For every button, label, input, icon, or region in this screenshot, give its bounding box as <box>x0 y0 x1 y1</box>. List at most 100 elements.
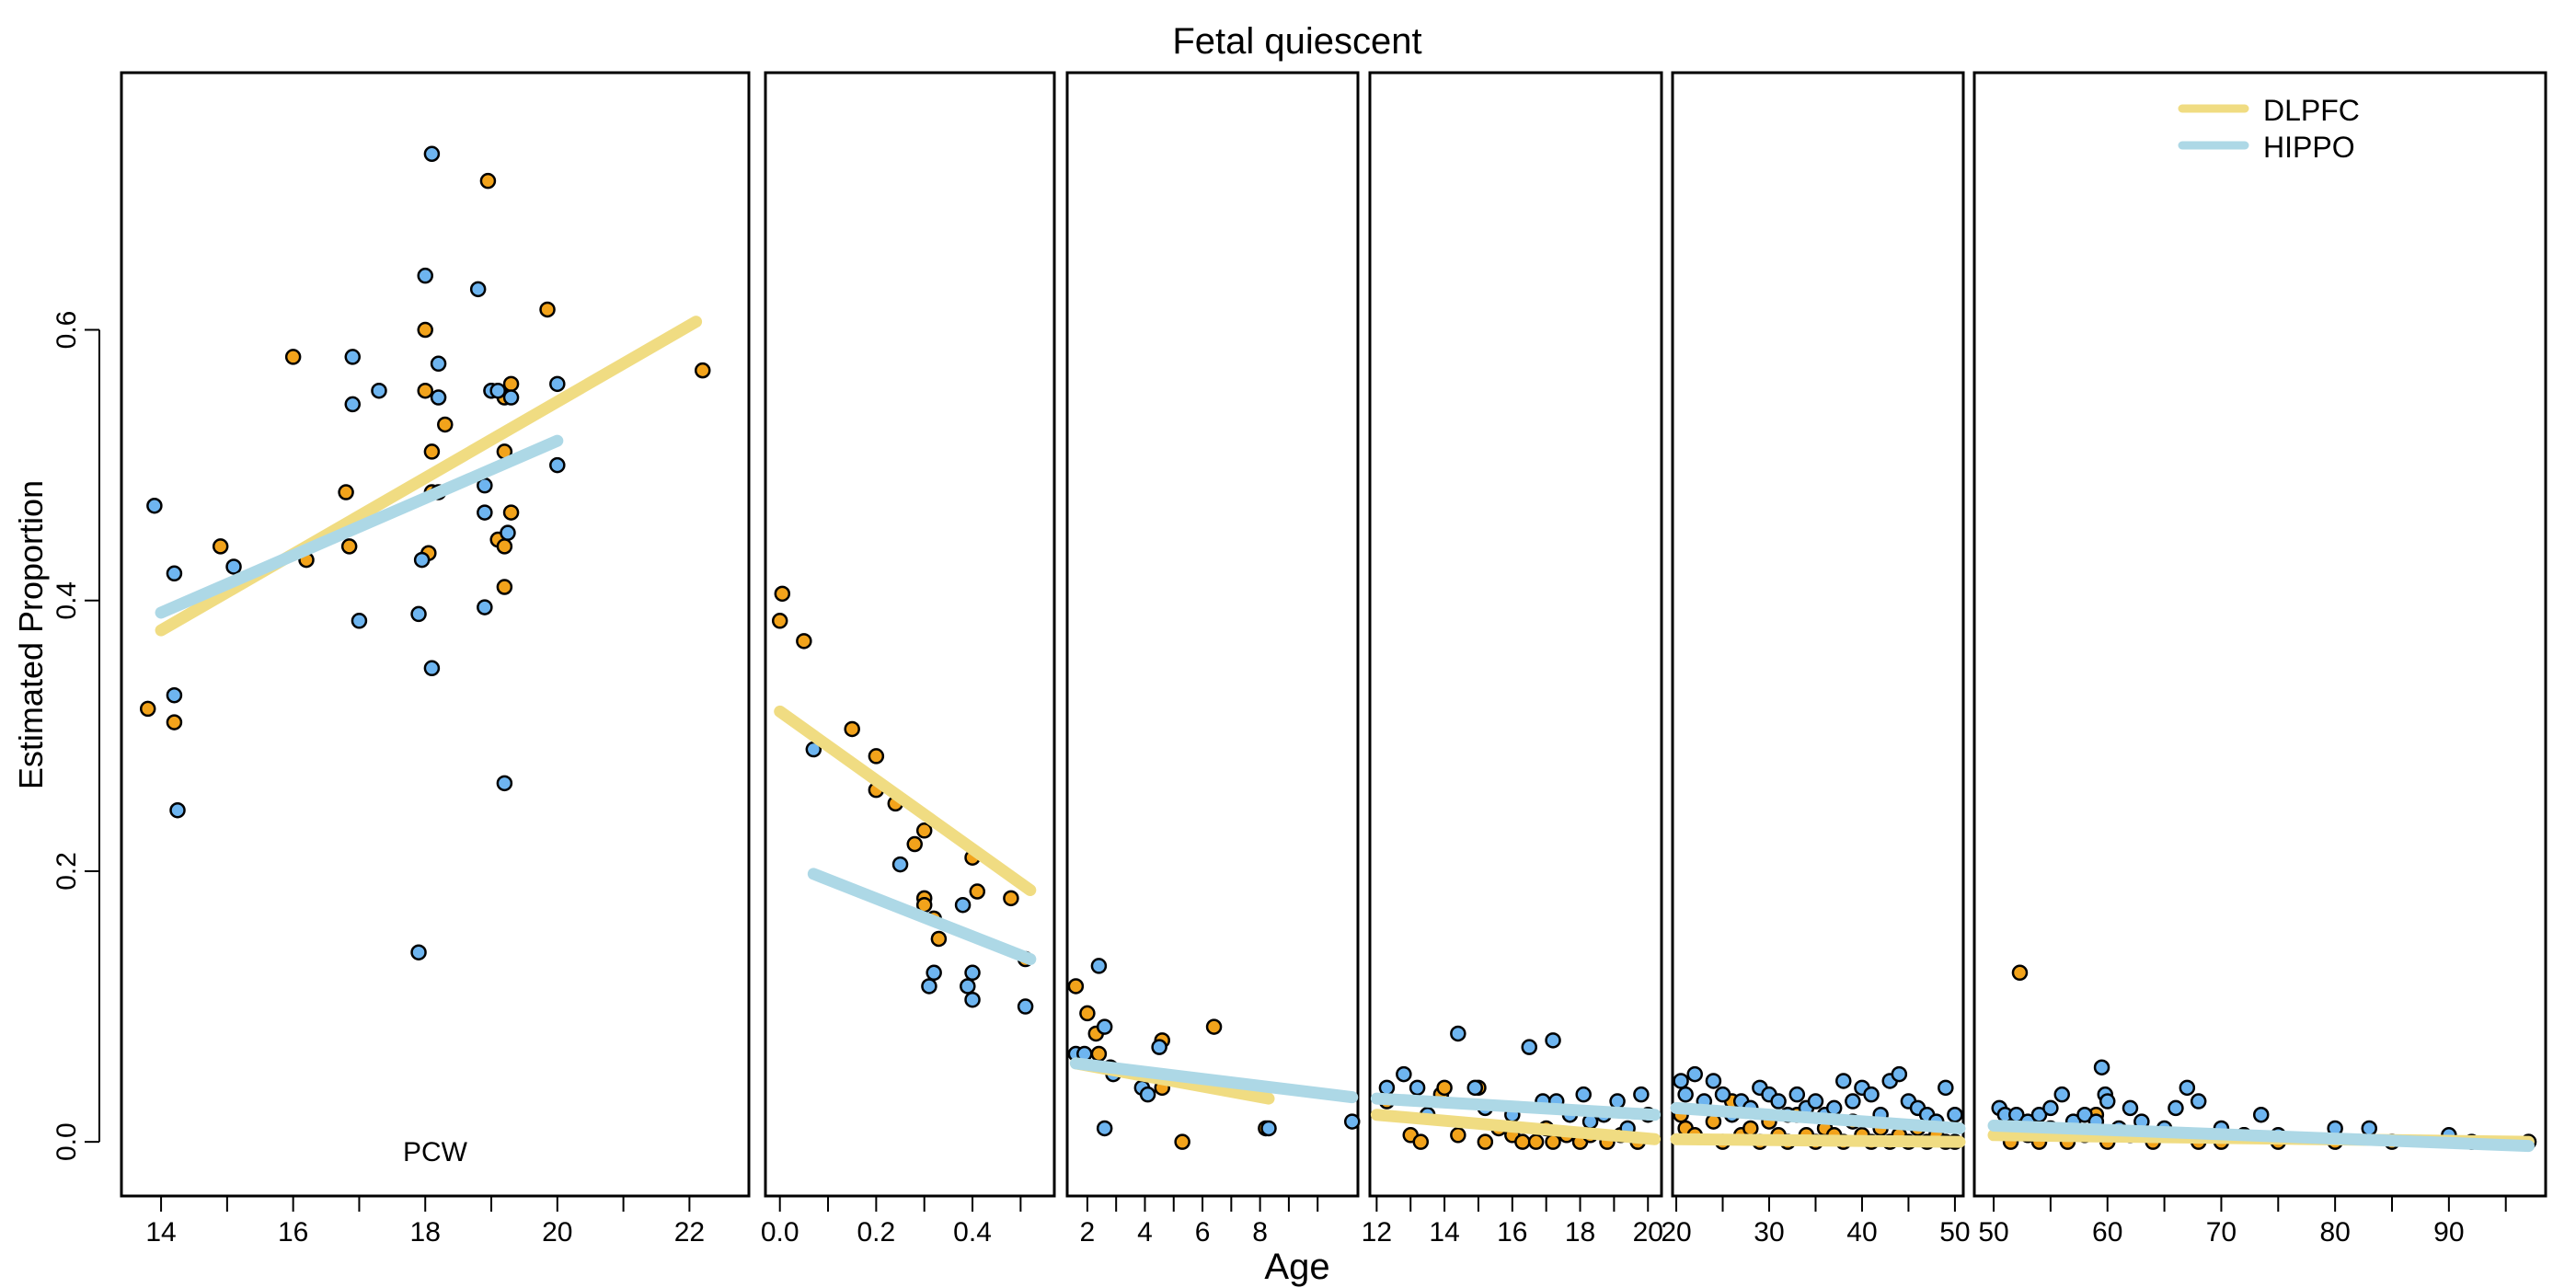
hippo-point <box>1450 1025 1466 1042</box>
panel-label: PCW <box>403 1137 468 1167</box>
dlpfc-point <box>1436 1079 1453 1097</box>
hippo-point <box>964 991 981 1008</box>
dlpfc-point <box>539 301 556 318</box>
hippo-point <box>1947 1106 1963 1123</box>
hippo-point <box>1845 1093 1861 1110</box>
x-tick-label: 50 <box>1939 1217 1970 1248</box>
hippo-point <box>477 504 493 521</box>
hippo-point <box>1788 1086 1806 1103</box>
hippo-fit-line <box>1987 1120 2535 1153</box>
panel-2: 0.0 0.2 0.4 <box>761 71 1056 1248</box>
dlpfc-point <box>502 504 520 521</box>
hippo-point <box>496 775 513 792</box>
hippo-point <box>410 605 427 623</box>
dlpfc-point <box>338 484 354 500</box>
x-tick-label: 20 <box>542 1217 572 1248</box>
hippo-point <box>2179 1079 2196 1097</box>
hippo-point <box>371 382 387 399</box>
hippo-point <box>1096 1120 1113 1137</box>
dlpfc-point <box>1003 890 1019 907</box>
hippo-point <box>2190 1093 2207 1110</box>
hippo-point <box>1151 1039 1167 1055</box>
hippo-point <box>1096 1018 1113 1035</box>
dlpfc-point <box>1205 1018 1223 1035</box>
panel-5: 20 30 40 50 <box>1661 71 1971 1248</box>
hippo-point <box>489 382 506 399</box>
x-tick-label: 40 <box>1846 1217 1877 1248</box>
hippo-point <box>1863 1086 1880 1103</box>
legend-label-hippo: HIPPO <box>2263 131 2355 164</box>
panel-3: 2 4 6 8 <box>1065 71 1361 1248</box>
dlpfc-fit-line <box>1370 1109 1662 1145</box>
hippo-point <box>1891 1065 1908 1083</box>
hippo-point <box>1521 1039 1537 1055</box>
hippo-fit-line <box>807 868 1037 966</box>
y-tick-label: 0.6 <box>52 311 82 350</box>
panel-4: 12 14 16 18 20 <box>1362 71 1663 1248</box>
hippo-point <box>960 978 976 995</box>
x-tick-label: 80 <box>2319 1217 2350 1248</box>
dlpfc-point <box>212 538 229 555</box>
hippo-point <box>477 599 493 615</box>
x-tick-label: 0.2 <box>857 1217 896 1248</box>
dlpfc-point <box>915 822 933 839</box>
x-tick-label: 50 <box>1978 1217 2008 1248</box>
x-tick-label: 60 <box>2092 1217 2122 1248</box>
hippo-point <box>2093 1059 2110 1075</box>
panel-frame <box>764 71 1056 1198</box>
dlpfc-point <box>796 633 812 650</box>
dlpfc-point <box>844 720 860 738</box>
legend-label-dlpfc: DLPFC <box>2263 94 2360 127</box>
dlpfc-point <box>496 579 513 595</box>
dlpfc-point <box>284 349 302 365</box>
panel-frame <box>1065 71 1360 1198</box>
x-tick-label: 90 <box>2433 1217 2464 1248</box>
dlpfc-point <box>479 172 497 190</box>
hippo-point <box>2076 1106 2093 1123</box>
hippo-point <box>2053 1086 2071 1103</box>
hippo-point <box>2361 1120 2378 1137</box>
hippo-fit-line <box>1670 1101 1966 1134</box>
dlpfc-point <box>166 714 183 730</box>
hippo-point <box>351 613 368 629</box>
hippo-point <box>1705 1073 1722 1089</box>
hippo-point <box>1686 1065 1703 1083</box>
dlpfc-point <box>1514 1133 1531 1150</box>
x-tick-label: 4 <box>1137 1217 1153 1248</box>
hippo-point <box>1633 1086 1650 1103</box>
y-tick-label: 0.4 <box>52 581 82 620</box>
hippo-point <box>502 389 520 406</box>
hippo-point <box>2122 1099 2139 1117</box>
hippo-point <box>413 551 431 569</box>
x-axis-label: Age <box>1264 1247 1329 1287</box>
y-tick-label: 0.0 <box>52 1122 82 1161</box>
hippo-point <box>1575 1086 1592 1103</box>
panel-6: 50 60 70 80 90 <box>1972 71 2547 1248</box>
hippo-point <box>1343 1113 1361 1130</box>
legend: DLPFC HIPPO <box>2178 94 2360 164</box>
panel-frame <box>120 71 751 1198</box>
dlpfc-point <box>1527 1133 1545 1150</box>
hippo-point <box>2252 1106 2270 1123</box>
hippo-point <box>430 389 447 406</box>
hippo-point <box>1825 1099 1843 1117</box>
hippo-point <box>423 660 441 677</box>
hippo-fit-line <box>1069 1057 1359 1104</box>
hippo-point <box>1714 1086 1731 1103</box>
dlpfc-point <box>868 748 885 765</box>
hippo-point <box>1017 998 1034 1015</box>
hippo-point <box>430 355 447 373</box>
hippo-point <box>1835 1073 1852 1089</box>
hippo-point <box>1770 1093 1787 1110</box>
x-tick-label: 6 <box>1195 1217 1211 1248</box>
hippo-point <box>344 349 362 365</box>
dlpfc-point <box>1079 1005 1096 1022</box>
y-axis-label: Estimated Proportion <box>12 480 50 789</box>
hippo-point <box>1466 1079 1484 1097</box>
hippo-point <box>549 456 566 474</box>
y-axis: 0.0 0.2 0.4 0.6 <box>52 311 100 1161</box>
panel-frame <box>1972 71 2547 1198</box>
dlpfc-point <box>496 538 513 555</box>
dlpfc-point <box>340 538 358 555</box>
